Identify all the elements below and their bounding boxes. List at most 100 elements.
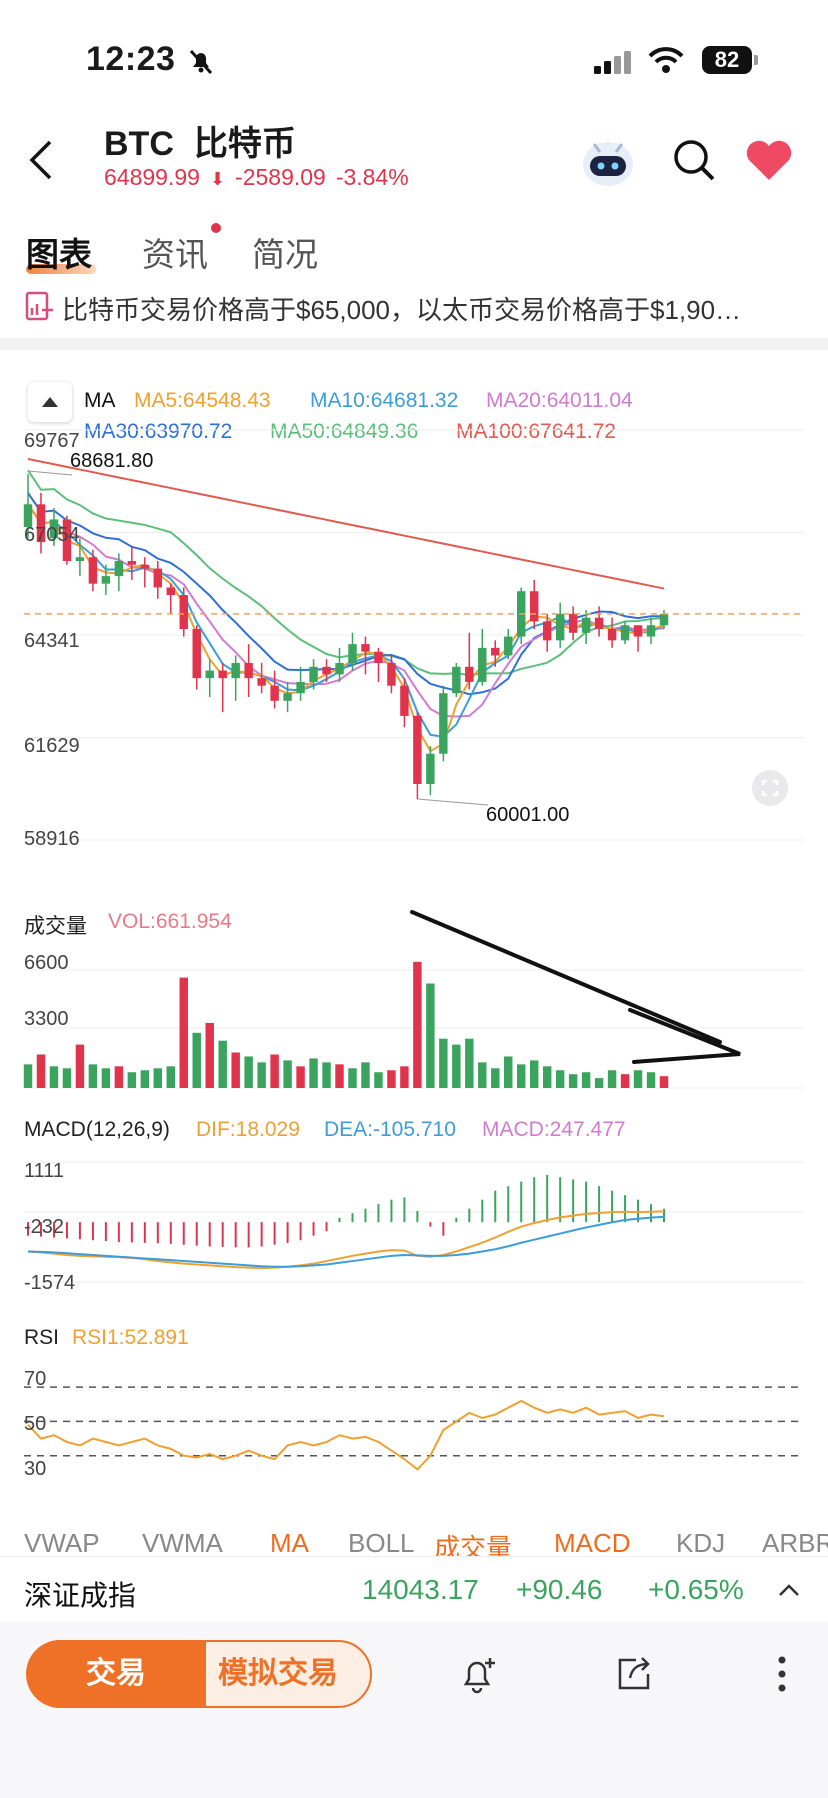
collapse-legend-button[interactable] — [28, 382, 72, 422]
volume-bar — [607, 1070, 617, 1088]
robot-assistant-icon[interactable] — [578, 134, 638, 190]
volume-bar — [491, 1068, 500, 1088]
more-menu-icon[interactable] — [772, 1652, 792, 1696]
candle-body — [257, 678, 266, 686]
price-change-pct: -3.84% — [335, 164, 409, 190]
candle-body — [153, 568, 163, 588]
candle-body — [179, 595, 188, 630]
volume-bar — [23, 1064, 33, 1088]
candle-body — [594, 617, 604, 630]
macd-dea: DEA:-105.710 — [324, 1118, 456, 1141]
indicator-tab-boll[interactable]: BOLL — [348, 1528, 415, 1558]
volume-bar — [452, 1044, 461, 1088]
candle-body — [659, 613, 669, 626]
price-alert-bell-icon[interactable] — [458, 1652, 500, 1696]
y-tick-price-2: 67054 — [24, 524, 80, 546]
candle-body — [205, 670, 214, 679]
ma5-value: MA5:64548.43 — [134, 389, 271, 412]
search-icon[interactable] — [672, 138, 716, 182]
news-ticker[interactable]: 比特币交易价格高于$65,000，以太币交易价格高于$1,90… — [62, 295, 742, 325]
volume-bar — [335, 1064, 344, 1088]
volume-bar — [231, 1052, 240, 1088]
share-icon[interactable] — [614, 1654, 654, 1694]
candle-body — [478, 647, 487, 682]
volume-bar — [529, 1060, 539, 1088]
volume-bar — [127, 1072, 137, 1088]
candle-body — [568, 613, 578, 633]
y-tick-price-1: 69767 — [24, 430, 80, 452]
notification-dot — [211, 223, 221, 233]
volume-title: 成交量 — [24, 915, 87, 938]
volume-bar — [205, 1022, 214, 1088]
candle-body — [49, 519, 59, 539]
macd-value: MACD:247.477 — [482, 1118, 626, 1141]
candle-body — [555, 613, 565, 641]
page-title: BTC 比特币 — [104, 116, 296, 165]
high-price-label: 68681.80 — [70, 450, 154, 472]
volume-bar — [465, 1038, 474, 1088]
y-tick-volume-2: 3300 — [24, 1008, 69, 1030]
volume-bar — [374, 1072, 383, 1088]
volume-bar — [296, 1066, 305, 1088]
high-leader-line — [27, 470, 73, 476]
candle-body — [270, 685, 279, 701]
low-leader-line — [417, 798, 489, 806]
volume-bar — [88, 1064, 98, 1088]
volume-bar — [659, 1076, 669, 1088]
volume-bar — [555, 1070, 565, 1088]
candle-body — [413, 715, 422, 784]
y-tick-price-5: 58916 — [24, 828, 80, 850]
macd-title: MACD(12,26,9) — [24, 1118, 170, 1141]
y-tick-macd-3: -1574 — [24, 1272, 76, 1294]
indicator-tab-vwma[interactable]: VWMA — [142, 1528, 223, 1558]
indicator-tab-ma[interactable]: MA — [270, 1528, 309, 1558]
candle-body — [218, 670, 227, 679]
volume-bar — [568, 1074, 578, 1088]
fullscreen-button[interactable] — [752, 770, 788, 806]
candle-body — [283, 693, 292, 701]
candle-body — [374, 651, 383, 664]
trade-button[interactable]: 交易 — [26, 1640, 206, 1708]
volume-bar — [257, 1062, 266, 1088]
back-arrow-icon[interactable] — [26, 138, 56, 182]
tab-news[interactable]: 资讯 — [142, 236, 208, 273]
candle-body — [452, 666, 461, 694]
indicator-tab-vwap[interactable]: VWAP — [24, 1528, 100, 1558]
y-tick-volume-1: 6600 — [24, 952, 69, 974]
market-index-bar[interactable] — [0, 1556, 828, 1623]
volume-bar — [581, 1072, 591, 1088]
volume-bar — [218, 1040, 227, 1088]
volume-bar — [594, 1078, 604, 1088]
price-chart[interactable] — [0, 420, 828, 1520]
volume-bar — [153, 1068, 163, 1088]
candle-body — [465, 666, 474, 682]
candle-body — [348, 644, 357, 664]
tab-chart[interactable]: 图表 — [26, 236, 92, 273]
volume-bar — [283, 1060, 292, 1088]
indicator-tab-macd[interactable]: MACD — [554, 1528, 631, 1558]
symbol: BTC — [104, 125, 174, 163]
demo-trade-button[interactable]: 模拟交易 — [184, 1640, 372, 1708]
index-change-pct: +0.65% — [648, 1574, 744, 1605]
ma10-value: MA10:64681.32 — [310, 389, 459, 412]
tab-overview[interactable]: 简况 — [252, 236, 318, 273]
volume-bar — [504, 1056, 513, 1088]
chevron-up-icon[interactable] — [776, 1578, 802, 1604]
indicator-tab-arbr[interactable]: ARBR — [762, 1528, 828, 1558]
index-value: 14043.17 — [362, 1574, 479, 1605]
candle-body — [542, 621, 552, 641]
candle-body — [36, 504, 46, 543]
ma-label: MA — [84, 389, 116, 412]
candle-body — [581, 617, 591, 633]
indicator-tab-kdj[interactable]: KDJ — [676, 1528, 726, 1558]
low-price-label: 60001.00 — [486, 804, 570, 826]
favorite-heart-icon[interactable] — [744, 138, 794, 182]
macd-dif-line — [27, 1210, 665, 1270]
ma50-line — [27, 469, 665, 677]
volume-bar — [270, 1054, 279, 1088]
candle-body — [244, 663, 253, 679]
volume-bar — [101, 1068, 111, 1088]
candle-body — [529, 591, 539, 622]
ma50-value: MA50:64849.36 — [270, 420, 419, 443]
volume-bar — [75, 1044, 85, 1088]
